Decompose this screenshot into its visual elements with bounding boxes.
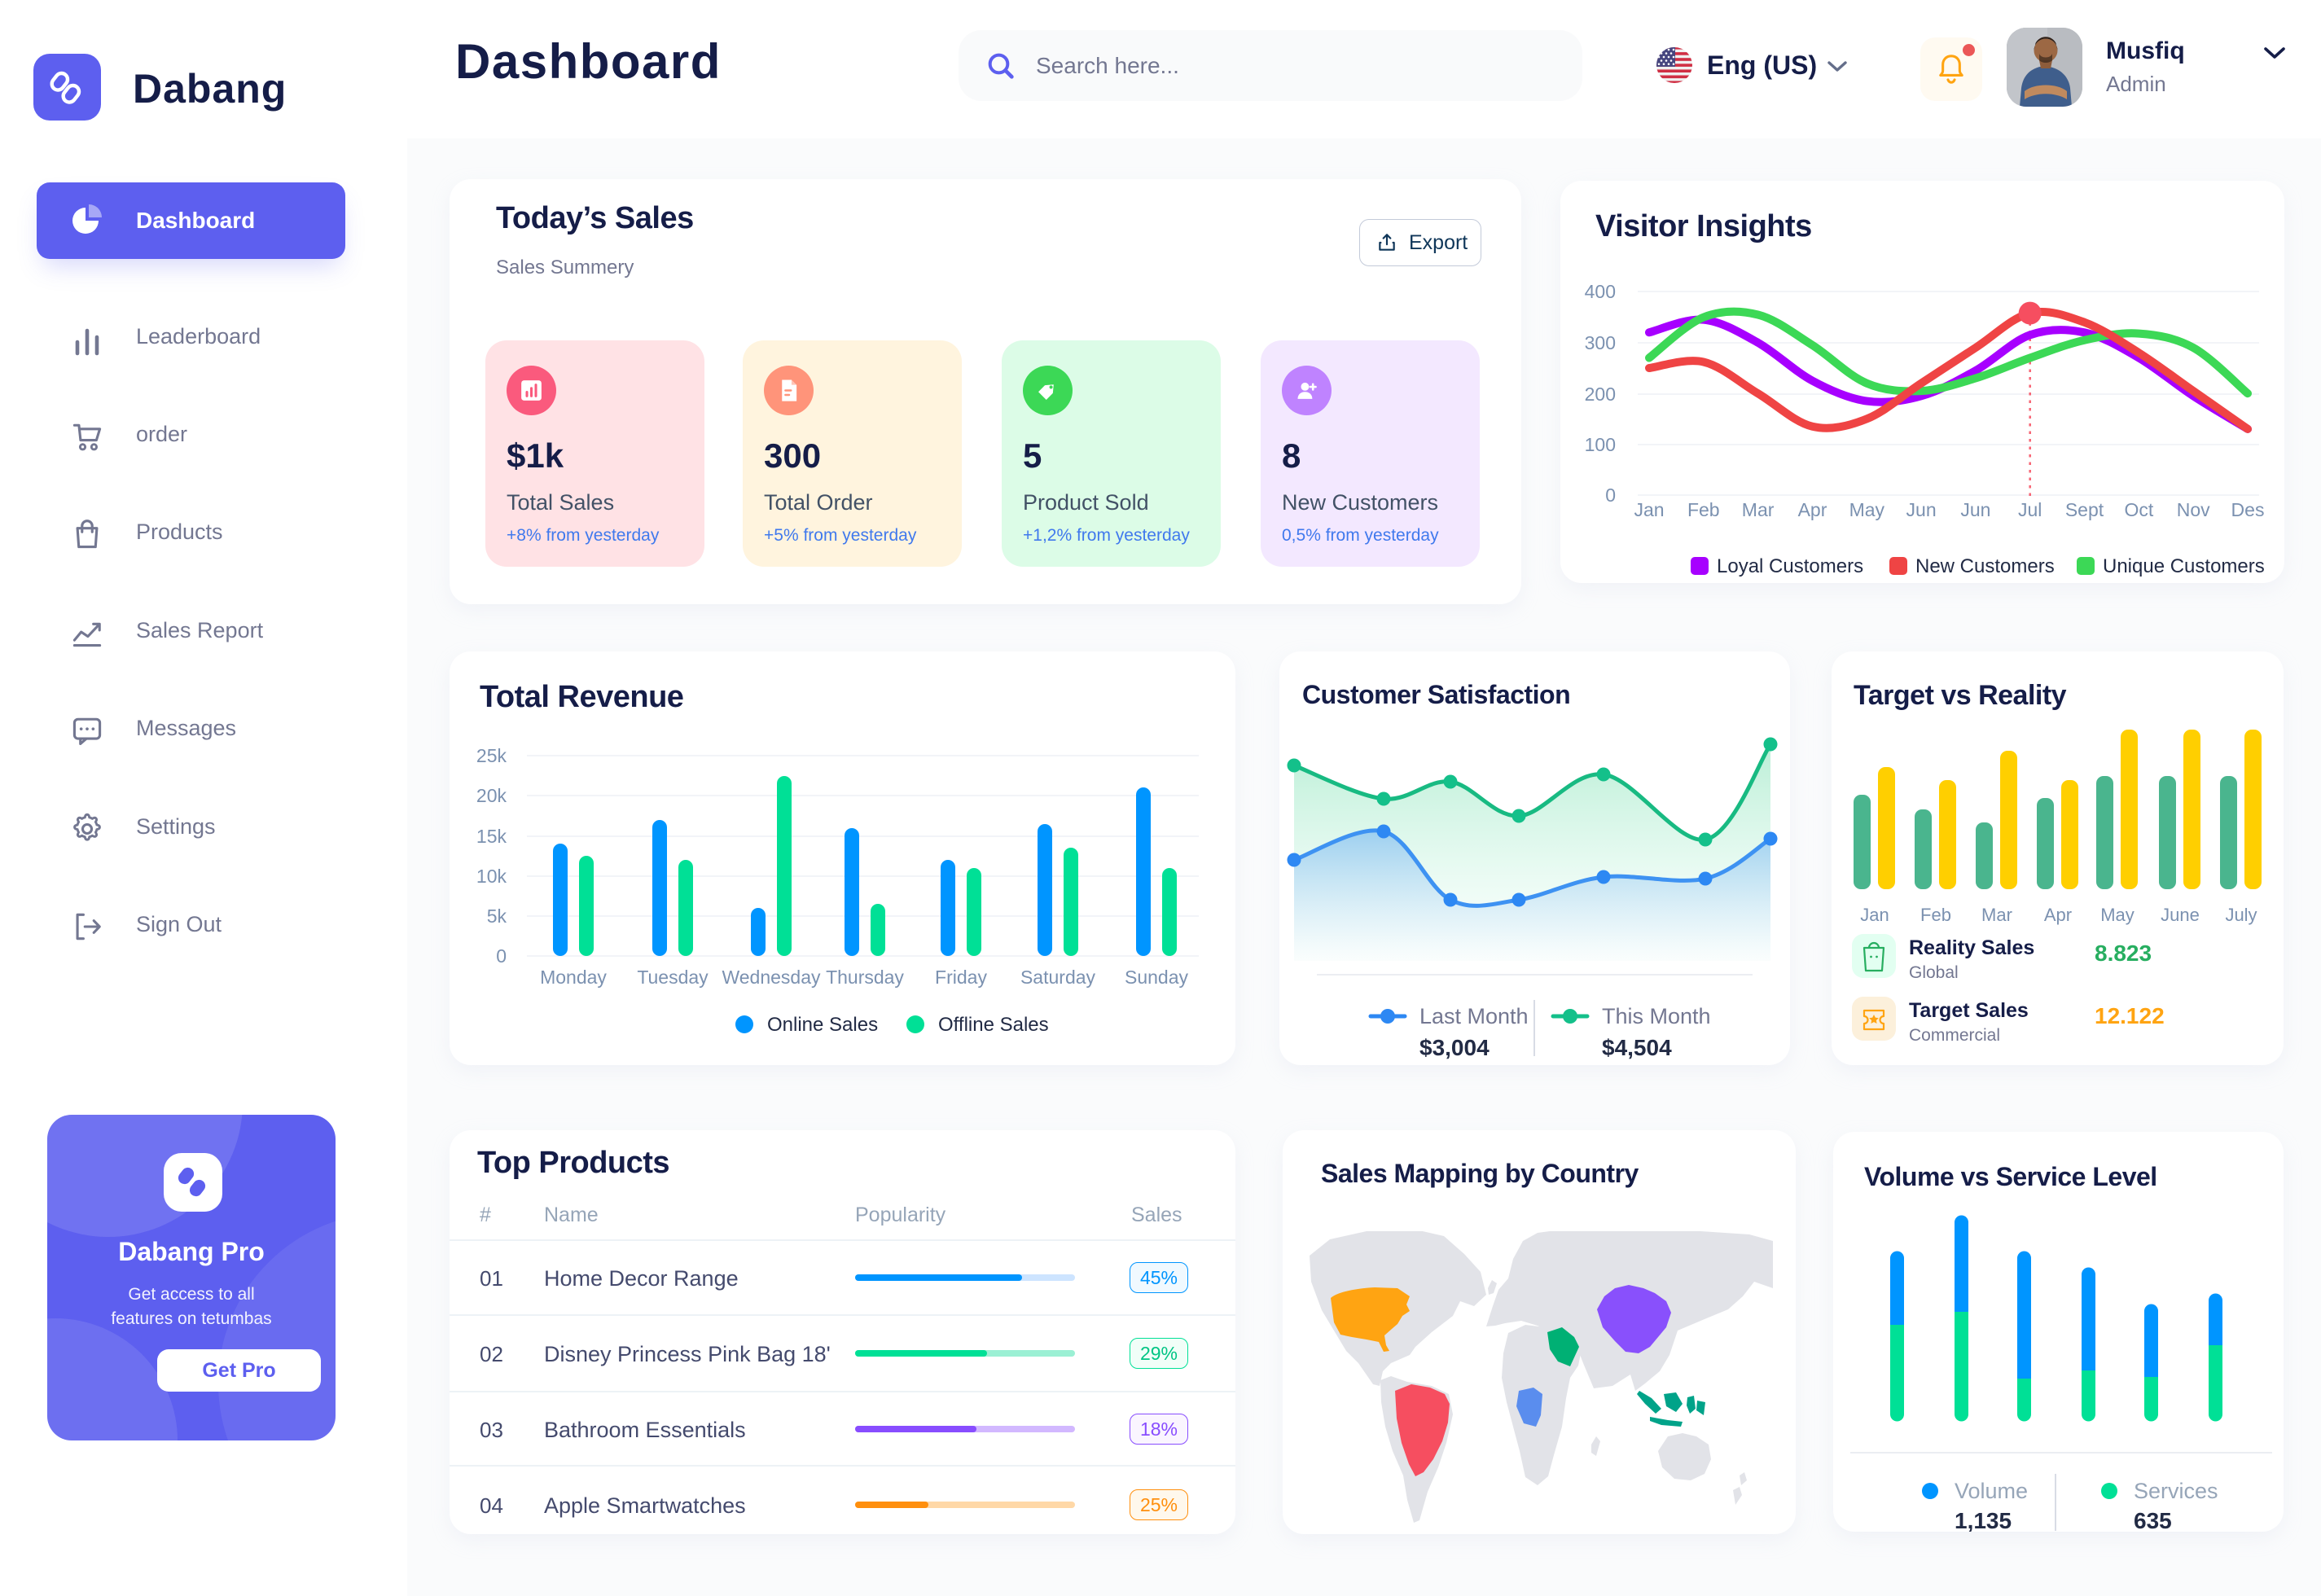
- svg-text:Jun: Jun: [1960, 499, 1990, 520]
- svg-text:Friday: Friday: [935, 967, 987, 988]
- svg-text:5k: 5k: [487, 905, 507, 927]
- svg-text:Sept: Sept: [2065, 499, 2104, 520]
- svg-text:0: 0: [1605, 484, 1616, 506]
- svg-text:Sunday: Sunday: [1125, 967, 1189, 988]
- svg-text:Mar: Mar: [1742, 499, 1775, 520]
- svg-text:Feb: Feb: [1687, 499, 1720, 520]
- svg-text:Services: Services: [2134, 1479, 2218, 1503]
- svg-text:Unique Customers: Unique Customers: [2103, 555, 2265, 577]
- svg-text:Online Sales: Online Sales: [767, 1014, 878, 1036]
- svg-text:$4,504: $4,504: [1602, 1035, 1672, 1060]
- svg-text:Des: Des: [2231, 499, 2265, 520]
- svg-text:Target Sales: Target Sales: [1909, 999, 2029, 1022]
- svg-text:Monday: Monday: [540, 967, 607, 988]
- svg-text:Thursday: Thursday: [826, 967, 904, 988]
- svg-text:Last Month: Last Month: [1419, 1004, 1529, 1028]
- svg-text:Jan: Jan: [1634, 499, 1664, 520]
- svg-text:Reality Sales: Reality Sales: [1909, 936, 2034, 959]
- svg-text:Feb: Feb: [1920, 905, 1951, 925]
- svg-text:1,135: 1,135: [1955, 1508, 2012, 1532]
- svg-text:Volume: Volume: [1955, 1479, 2028, 1503]
- svg-text:New Customers: New Customers: [1915, 555, 2055, 577]
- svg-text:10k: 10k: [476, 866, 507, 887]
- svg-text:Mar: Mar: [1981, 905, 2012, 925]
- svg-text:12.122: 12.122: [2095, 1003, 2165, 1028]
- svg-text:300: 300: [1585, 332, 1616, 353]
- svg-text:8.823: 8.823: [2095, 940, 2152, 966]
- svg-text:Jul: Jul: [2018, 499, 2042, 520]
- svg-text:20k: 20k: [476, 785, 507, 806]
- svg-text:July: July: [2225, 905, 2257, 925]
- svg-text:Tuesday: Tuesday: [637, 967, 709, 988]
- svg-text:0: 0: [496, 945, 507, 967]
- svg-text:15k: 15k: [476, 826, 507, 847]
- svg-text:100: 100: [1585, 434, 1616, 455]
- svg-text:This Month: This Month: [1602, 1004, 1711, 1028]
- svg-text:Commercial: Commercial: [1909, 1026, 2000, 1045]
- svg-text:Apr: Apr: [2044, 905, 2072, 925]
- svg-text:June: June: [2161, 905, 2200, 925]
- svg-text:25k: 25k: [476, 745, 507, 766]
- svg-text:400: 400: [1585, 281, 1616, 302]
- svg-text:Loyal Customers: Loyal Customers: [1717, 555, 1863, 577]
- svg-text:Offline Sales: Offline Sales: [938, 1014, 1049, 1036]
- svg-text:Saturday: Saturday: [1020, 967, 1096, 988]
- svg-text:Jan: Jan: [1860, 905, 1889, 925]
- svg-text:Oct: Oct: [2125, 499, 2154, 520]
- svg-text:May: May: [1849, 499, 1885, 520]
- svg-text:Jun: Jun: [1906, 499, 1937, 520]
- svg-text:May: May: [2100, 905, 2135, 925]
- svg-text:Apr: Apr: [1798, 499, 1827, 520]
- svg-text:Wednesday: Wednesday: [722, 967, 821, 988]
- svg-text:$3,004: $3,004: [1419, 1035, 1490, 1060]
- svg-text:Global: Global: [1909, 963, 1959, 982]
- svg-text:635: 635: [2134, 1508, 2172, 1532]
- svg-text:Nov: Nov: [2177, 499, 2210, 520]
- svg-text:200: 200: [1585, 384, 1616, 405]
